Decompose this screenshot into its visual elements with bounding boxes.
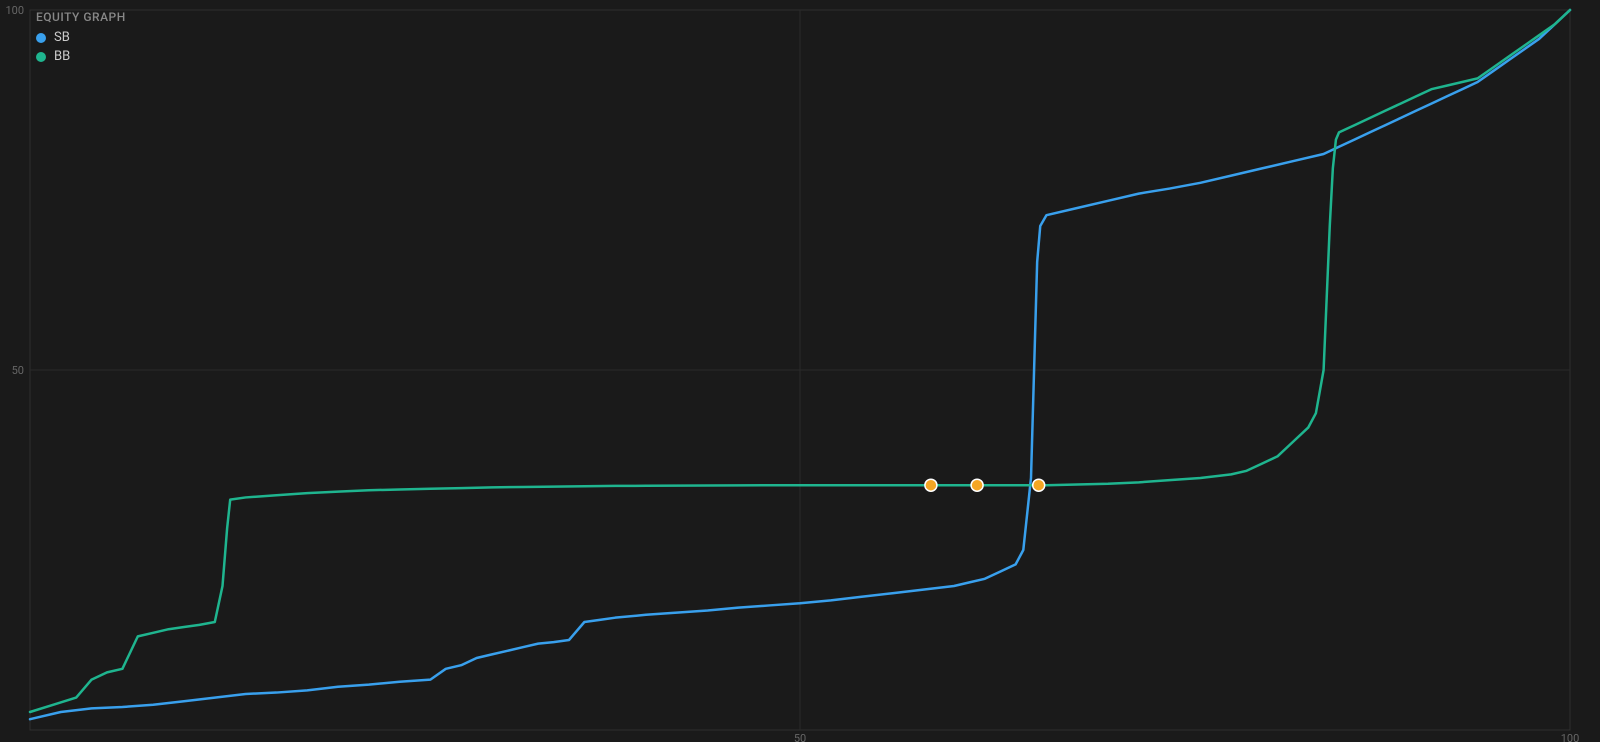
y-axis-label: 50 [12, 364, 24, 377]
equity-chart: EQUITY GRAPH SB BB 5010050100 [0, 0, 1600, 742]
chart-marker-2[interactable] [1033, 479, 1045, 491]
chart-plot-area[interactable]: 50 100 50 100 [0, 0, 1600, 742]
x-axis-label: 50 [794, 732, 806, 742]
y-axis-label: 100 [5, 4, 24, 17]
chart-marker-1[interactable] [971, 479, 983, 491]
chart-marker-0[interactable] [925, 479, 937, 491]
x-axis-label: 100 [1561, 732, 1580, 742]
